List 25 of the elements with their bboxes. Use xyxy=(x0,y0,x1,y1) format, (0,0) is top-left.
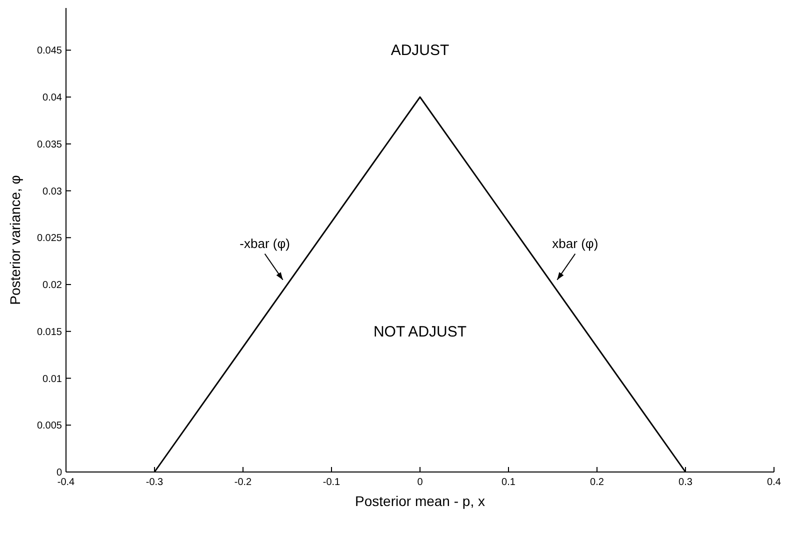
y-tick-label: 0.015 xyxy=(36,326,62,338)
y-axis-title: Posterior variance, φ xyxy=(7,175,23,305)
y-tick-label: 0.02 xyxy=(42,280,62,292)
annotation: ADJUST xyxy=(390,42,450,60)
annotation: xbar (φ) xyxy=(552,236,598,251)
y-tick-label: 0.045 xyxy=(36,46,62,57)
y-tick-label: 0.01 xyxy=(42,374,62,385)
x-tick-label: 0.1 xyxy=(502,477,516,488)
x-tick-label: 0.3 xyxy=(678,477,693,488)
y-tick-label: 0.03 xyxy=(42,186,62,198)
x-tick-label: -0.4 xyxy=(57,477,76,488)
annotation: -xbar (φ) xyxy=(240,236,290,251)
x-tick-label: 0.2 xyxy=(590,477,604,488)
x-tick-label: 0 xyxy=(417,477,424,488)
annotation: NOT ADJUST xyxy=(373,323,467,340)
x-tick-label: -0.3 xyxy=(146,477,164,488)
y-tick-label: 0.005 xyxy=(36,420,62,432)
x-tick-label: 0.4 xyxy=(767,477,782,488)
x-axis-title: Posterior mean - p, x xyxy=(355,493,485,509)
y-tick-label: 0.025 xyxy=(36,233,62,244)
x-tick-label: -0.2 xyxy=(234,477,252,488)
y-tick-label: 0.035 xyxy=(36,139,62,150)
x-tick-label: -0.1 xyxy=(322,477,341,488)
y-tick-label: 0 xyxy=(56,468,62,478)
y-tick-label: 0.04 xyxy=(42,92,62,104)
